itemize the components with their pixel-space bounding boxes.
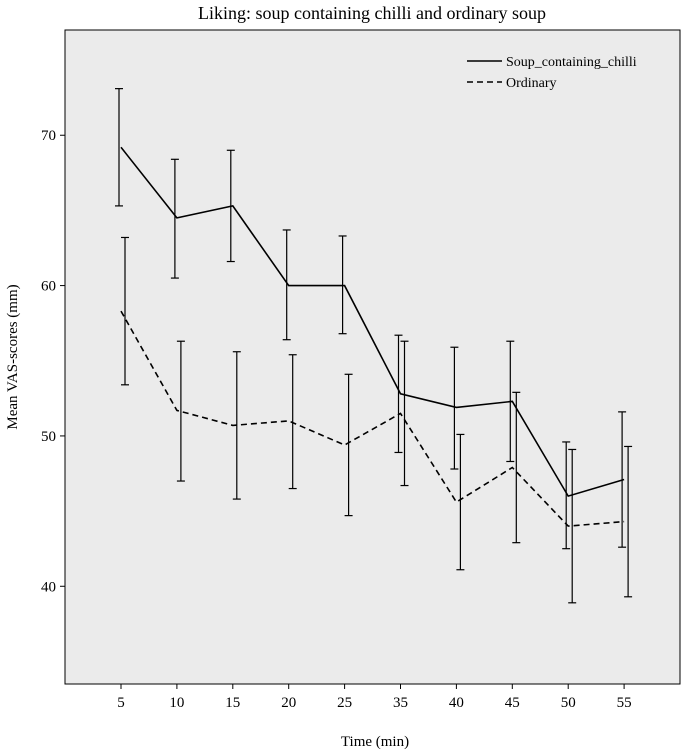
series-Ordinary [120,236,633,604]
error-bar [618,411,627,548]
error-bar [450,346,459,470]
y-tick-label: 70 [41,128,56,144]
legend-label: Soup_containing_chilli [506,55,637,70]
y-tick-label: 60 [41,279,56,295]
x-tick-label: 25 [337,695,352,711]
error-bar [506,340,515,463]
x-tick-label: 20 [281,695,296,711]
error-bar [400,340,409,487]
error-bar [170,158,179,279]
y-axis: 40 50 60 70 [41,128,65,595]
y-axis-label: Mean VAS-scores (mm) [5,284,21,429]
x-tick-label: 55 [617,695,632,711]
y-tick-label: 50 [41,429,56,445]
x-tick-label: 10 [169,695,184,711]
legend-label: Ordinary [506,76,557,91]
error-bar [282,229,291,341]
error-bar [288,354,297,490]
x-tick-label: 45 [505,695,520,711]
error-bar [456,433,465,571]
error-bar [176,340,185,482]
error-bar [568,448,577,604]
series-layer [115,88,633,604]
error-bar [344,373,353,517]
error-bar [232,351,241,500]
series-line [120,310,625,527]
x-tick-label: 40 [449,695,464,711]
series-Soup_containing_chilli [115,88,627,550]
legend: Soup_containing_chilli Ordinary [467,55,637,91]
plot-area [64,29,681,685]
error-bar [115,88,123,207]
legend-item: Soup_containing_chilli [467,55,637,70]
x-tick-label: 50 [561,695,576,711]
error-bar [394,334,403,454]
x-axis: 5 10 15 20 25 35 40 45 50 55 [117,684,632,711]
x-tick-label: 35 [393,695,408,711]
y-tick-label: 40 [41,579,56,595]
error-bar [226,149,235,263]
error-bar [512,391,521,544]
chart-title: Liking: soup containing chilli and ordin… [198,3,546,23]
x-tick-label: 5 [117,695,125,711]
error-bar [624,445,633,598]
x-axis-label: Time (min) [341,734,409,750]
error-bar [562,441,571,550]
series-line [120,146,625,498]
legend-item: Ordinary [467,76,557,91]
error-bar [121,236,129,386]
error-bar [338,235,347,335]
x-tick-label: 15 [225,695,240,711]
